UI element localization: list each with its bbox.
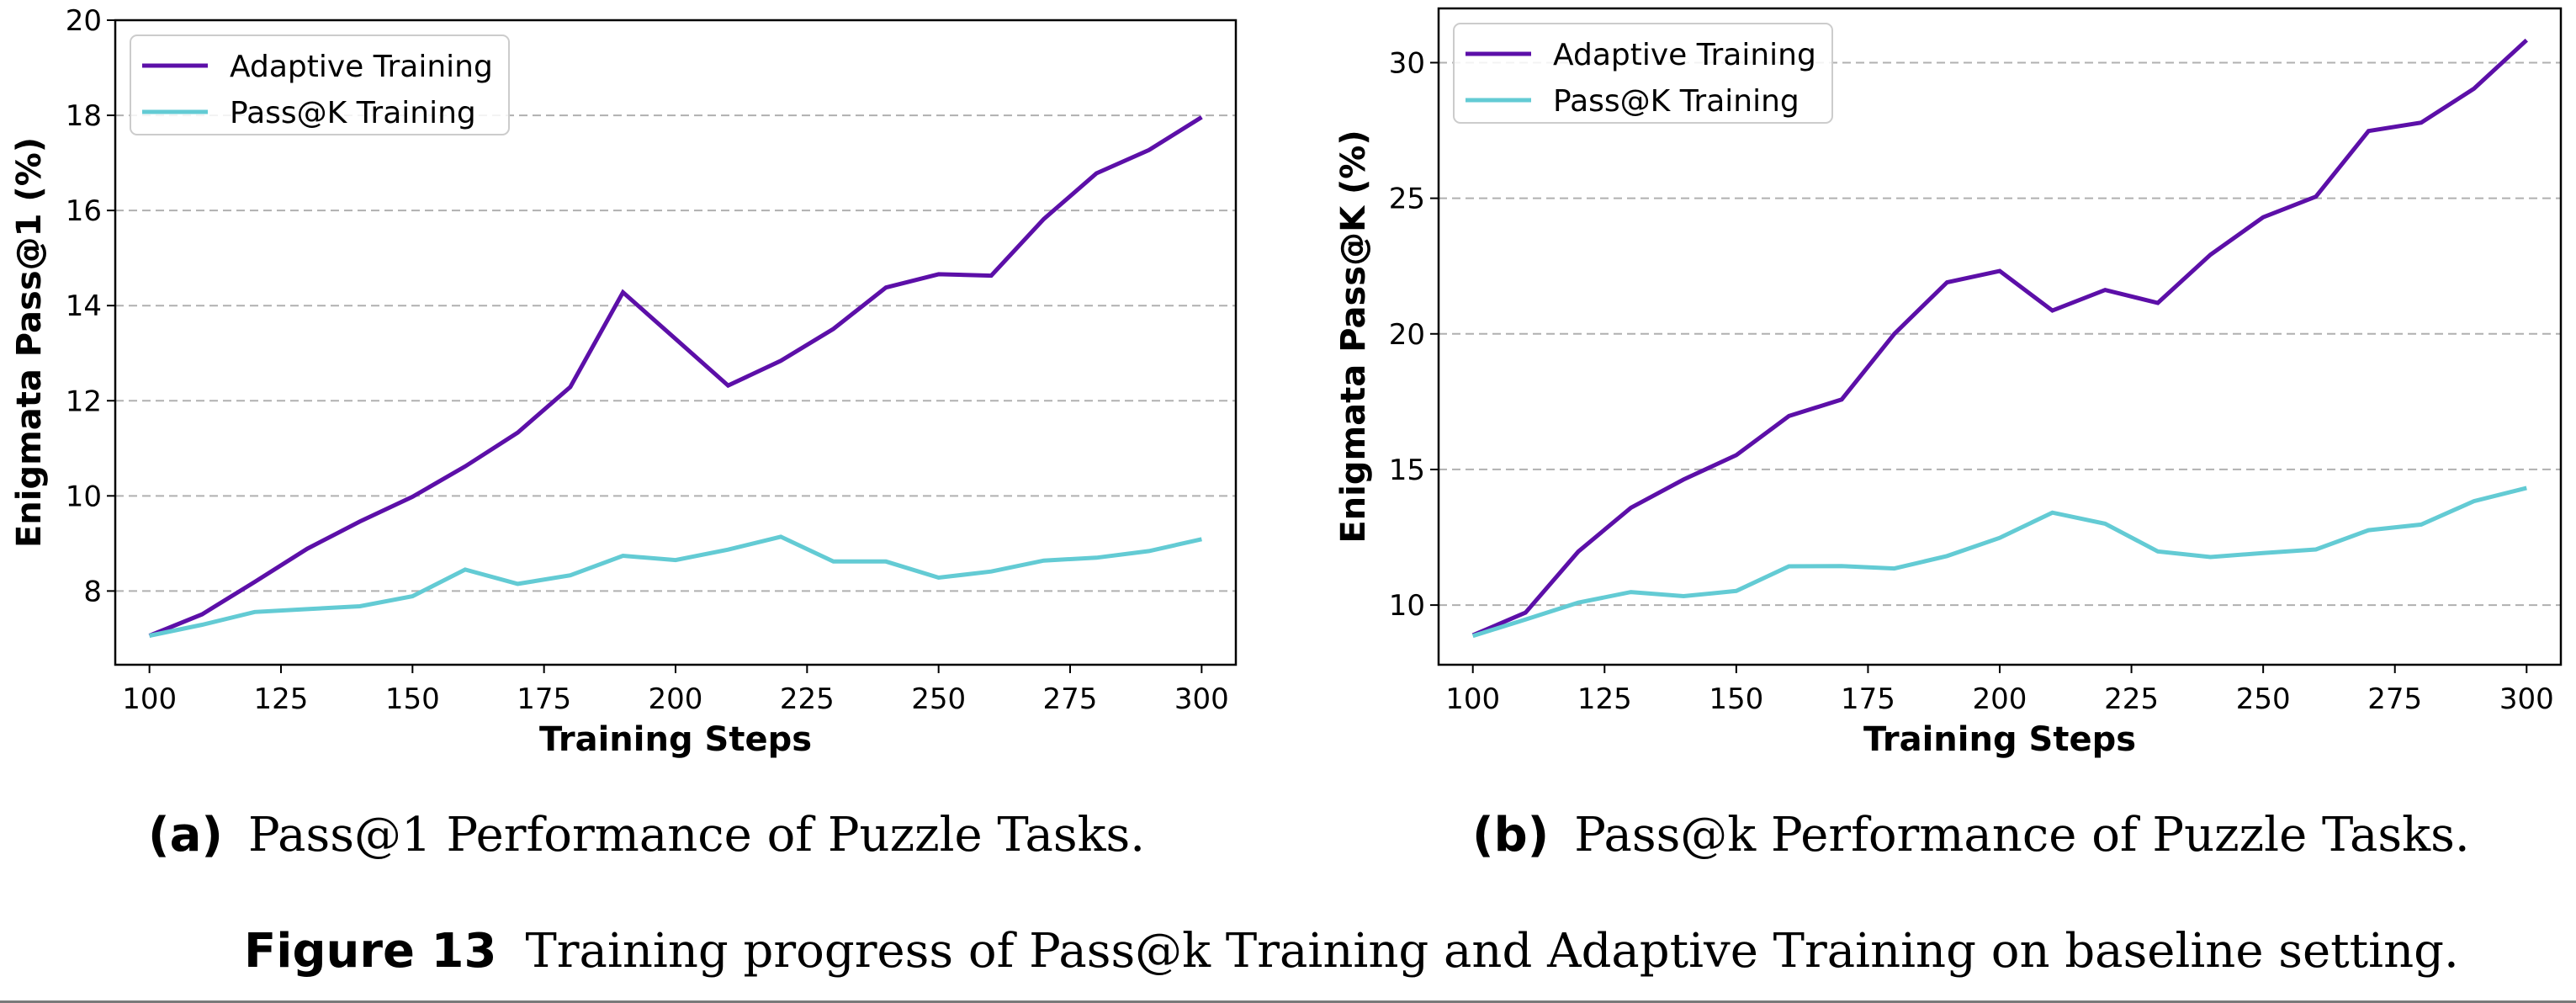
- x-axis-title: Training Steps: [539, 720, 812, 759]
- x-tick-label: 300: [1174, 682, 1229, 716]
- series-line-pass-k-training: [149, 534, 1202, 638]
- x-tick-label: 150: [385, 682, 440, 716]
- plot-frame: [114, 19, 1238, 666]
- subcaption-a: (a) Pass@1 Performance of Puzzle Tasks.: [148, 808, 1145, 862]
- x-tick-label: 250: [911, 682, 966, 716]
- legend: Adaptive Training Pass@K Training: [130, 34, 510, 135]
- legend-box: [130, 34, 510, 135]
- y-tick-label: 14: [66, 289, 102, 323]
- bottom-rule: [0, 1000, 2576, 1003]
- y-tick-label: 18: [66, 99, 102, 133]
- x-tick-label: 275: [1043, 682, 1098, 716]
- figure-caption-text: Training progress of Pass@k Training and…: [525, 924, 2459, 979]
- plot-frame: [1437, 7, 2563, 666]
- y-axis-title: Enigmata Pass@K (%): [1334, 130, 1373, 543]
- y-tick-label: 25: [1389, 183, 1425, 216]
- figure-caption-tag: Figure 13: [244, 924, 497, 979]
- subcaption-b-tag: (b): [1472, 808, 1550, 862]
- x-tick-label: 150: [1709, 682, 1763, 716]
- y-tick-label: 10: [66, 480, 102, 513]
- subcaption-b: (b) Pass@k Performance of Puzzle Tasks.: [1472, 808, 2470, 862]
- x-tick-label: 275: [2367, 682, 2422, 716]
- legend-label: Pass@K Training: [230, 96, 476, 130]
- series-line-adaptive-training: [148, 115, 1203, 638]
- x-tick-label: 100: [1445, 682, 1500, 716]
- legend-label: Adaptive Training: [1553, 38, 1816, 72]
- x-tick-label: 100: [122, 682, 177, 716]
- legend: Adaptive Training Pass@K Training: [1453, 23, 1833, 124]
- y-tick-label: 12: [66, 385, 102, 418]
- legend-label: Pass@K Training: [1553, 84, 1799, 119]
- subcaption-b-text: Pass@k Performance of Puzzle Tasks.: [1574, 808, 2470, 862]
- legend-box: [1453, 23, 1833, 124]
- x-tick-label: 300: [2499, 682, 2554, 716]
- y-axis-title: Enigmata Pass@1 (%): [10, 137, 49, 548]
- y-tick-label: 30: [1389, 46, 1425, 80]
- legend-label: Adaptive Training: [230, 50, 493, 84]
- chart-a-pass1: 8 10 12 14 16 18 20 100 125 150 175 200 225 250 275 300…: [10, 4, 1238, 759]
- series-line-pass-k-training: [1471, 486, 2527, 639]
- x-tick-label: 250: [2236, 682, 2291, 716]
- x-tick-label: 175: [517, 682, 571, 716]
- y-tick-label: 10: [1389, 589, 1425, 623]
- y-tick-label: 16: [66, 194, 102, 228]
- x-tick-label: 200: [649, 682, 703, 716]
- chart-b-passk: 10 15 20 25 30 100 125 150 175 200 225 250 275 300 Tra…: [1334, 7, 2563, 759]
- subcaption-a-text: Pass@1 Performance of Puzzle Tasks.: [247, 808, 1146, 862]
- x-tick-label: 175: [1841, 682, 1895, 716]
- x-tick-label: 125: [1577, 682, 1632, 716]
- figure-caption: Figure 13 Training progress of Pass@k Tra…: [244, 924, 2459, 979]
- y-tick-label: 20: [66, 4, 102, 38]
- subcaption-a-tag: (a): [148, 808, 223, 862]
- series-line-adaptive-training: [1471, 38, 2528, 638]
- y-tick-label: 20: [1389, 318, 1425, 352]
- x-tick-label: 225: [780, 682, 835, 716]
- x-tick-label: 200: [1973, 682, 2027, 716]
- x-tick-label: 225: [2104, 682, 2159, 716]
- x-tick-label: 125: [254, 682, 309, 716]
- y-tick-label: 15: [1389, 454, 1425, 487]
- x-axis-title: Training Steps: [1863, 720, 2136, 759]
- y-tick-label: 8: [83, 575, 102, 608]
